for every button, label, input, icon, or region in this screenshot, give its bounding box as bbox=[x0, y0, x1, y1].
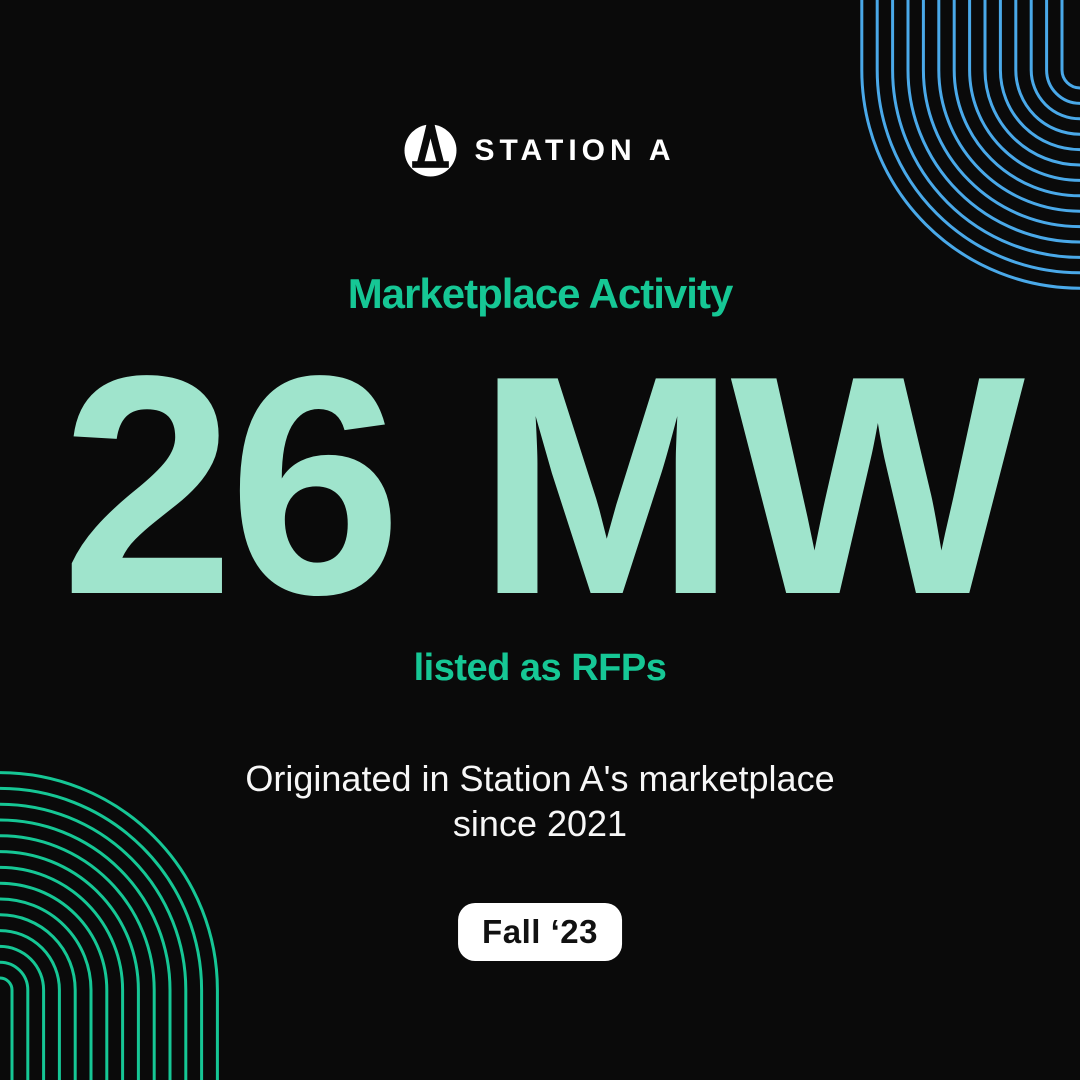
description-line2: since 2021 bbox=[452, 803, 628, 844]
description-line1: Originated in Station A's marketplace bbox=[245, 758, 835, 799]
brand-logo: STATION A bbox=[0, 121, 1080, 177]
bottom-left-arcs-icon bbox=[0, 771, 219, 1080]
period-badge-label: Fall ‘23 bbox=[482, 913, 598, 950]
period-badge: Fall ‘23 bbox=[458, 903, 622, 961]
section-title: Marketplace Activity bbox=[347, 270, 734, 317]
top-right-arcs-icon bbox=[860, 0, 1080, 290]
brand-name: STATION A bbox=[474, 133, 676, 167]
station-a-logo-icon bbox=[404, 121, 457, 177]
stat-value: 26 MW bbox=[60, 312, 1025, 660]
stat-label: listed as RFPs bbox=[413, 647, 667, 689]
description: Originated in Station A's marketplace si… bbox=[0, 756, 1080, 846]
